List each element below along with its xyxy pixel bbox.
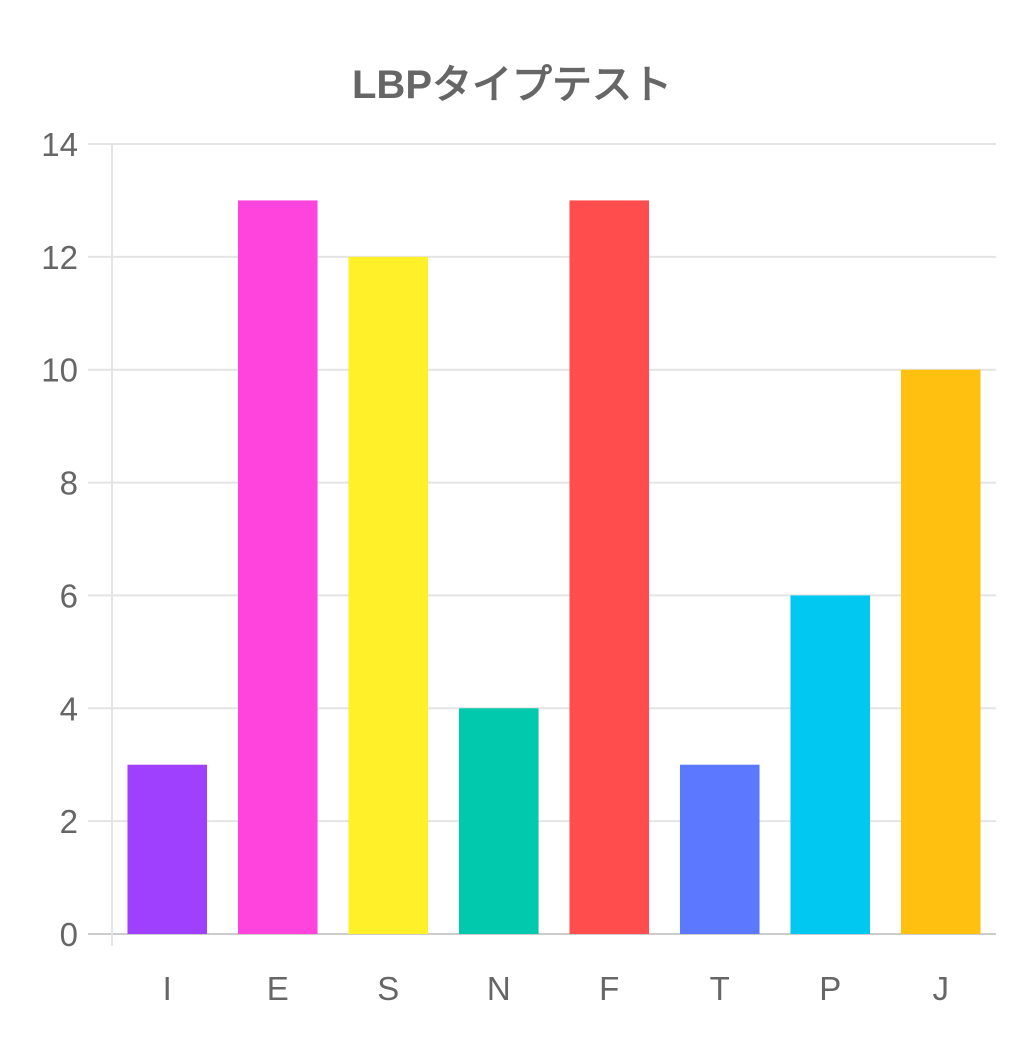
bar-i xyxy=(127,764,208,934)
x-tick-label: E xyxy=(267,970,289,1007)
y-tick-label: 0 xyxy=(60,916,78,953)
y-tick-label: 8 xyxy=(60,465,78,502)
bar-e xyxy=(237,200,318,934)
bar-f xyxy=(569,200,650,934)
x-tick-label: J xyxy=(933,970,950,1007)
y-tick-label: 14 xyxy=(41,126,78,163)
y-tick-label: 4 xyxy=(60,690,78,727)
bar-j xyxy=(900,369,981,934)
y-tick-label: 2 xyxy=(60,803,78,840)
bar-t xyxy=(679,764,760,934)
x-tick-label: S xyxy=(377,970,399,1007)
chart-title: LBPタイプテスト xyxy=(352,63,672,107)
y-tick-label: 12 xyxy=(41,239,78,276)
x-tick-label: N xyxy=(487,970,511,1007)
x-tick-label: F xyxy=(599,970,619,1007)
bar-s xyxy=(348,256,429,934)
x-tick-label: I xyxy=(163,970,172,1007)
x-tick-label: P xyxy=(819,970,841,1007)
x-tick-label: T xyxy=(710,970,730,1007)
bar-p xyxy=(790,595,871,934)
y-tick-label: 6 xyxy=(60,577,78,614)
bar-n xyxy=(458,708,539,934)
y-tick-label: 10 xyxy=(41,352,78,389)
